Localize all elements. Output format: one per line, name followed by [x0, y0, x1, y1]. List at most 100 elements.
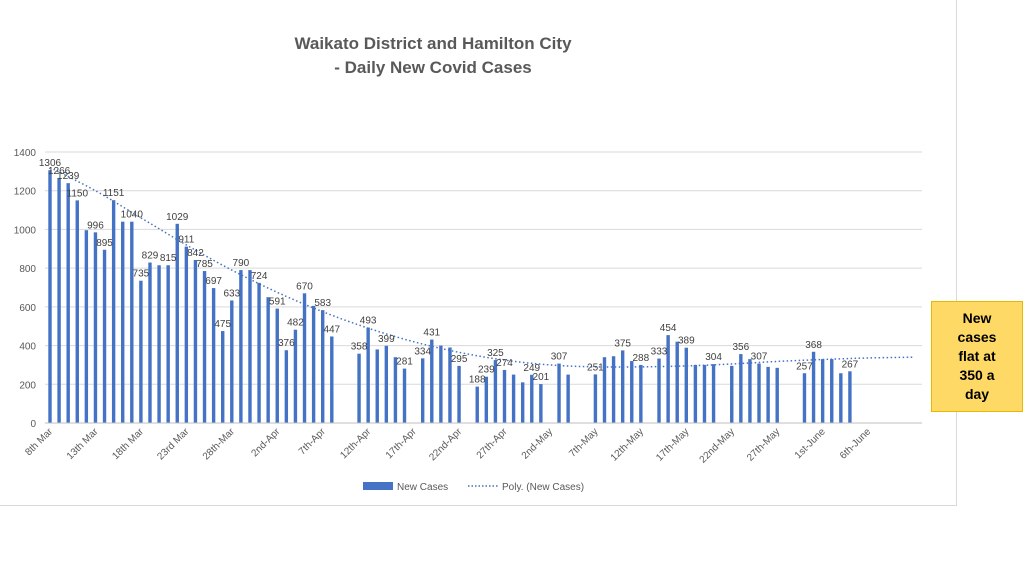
bar	[221, 331, 225, 423]
bar	[420, 358, 425, 423]
bar	[502, 369, 507, 423]
data-label: 493	[360, 316, 377, 327]
data-label: 697	[205, 276, 222, 287]
y-tick-label: 200	[19, 380, 36, 391]
data-label: 670	[296, 281, 313, 292]
x-tick-label: 1st-June	[793, 426, 828, 461]
x-tick-label: 2nd-Apr	[249, 426, 282, 459]
data-label: 1150	[67, 188, 89, 199]
bar	[730, 365, 734, 423]
x-tick-label: 28th-Mar	[201, 426, 238, 463]
bar	[748, 359, 752, 423]
callout-line: 350 a	[959, 367, 995, 383]
data-label: 358	[351, 342, 368, 353]
bar	[702, 364, 707, 423]
bar	[311, 305, 316, 423]
data-label: 583	[314, 298, 331, 309]
x-tick-label: 27th-Apr	[475, 426, 510, 461]
bar	[511, 374, 516, 423]
data-label: 304	[705, 352, 722, 363]
bar	[248, 270, 252, 423]
data-label: 325	[487, 348, 504, 359]
bar	[666, 335, 670, 423]
data-label: 1239	[57, 171, 80, 182]
x-tick-label: 2nd-May	[520, 426, 555, 461]
y-tick-label: 400	[19, 342, 36, 353]
bar	[393, 357, 398, 423]
bar	[275, 308, 279, 423]
y-tick-label: 1400	[14, 148, 37, 159]
bar	[84, 230, 89, 423]
data-label: 454	[660, 323, 677, 334]
x-tick-label: 13th Mar	[65, 426, 101, 462]
bar	[284, 350, 289, 423]
data-label: 475	[214, 319, 231, 330]
bar	[493, 360, 498, 423]
data-label: 356	[732, 342, 749, 353]
data-label: 288	[633, 353, 650, 364]
x-tick-label: 7th-Apr	[297, 426, 328, 457]
x-tick-label: 22nd-Apr	[427, 426, 464, 463]
bar	[75, 200, 79, 423]
x-tick-label: 27th-May	[745, 426, 782, 463]
bar	[675, 341, 679, 423]
data-label: 1029	[166, 212, 189, 223]
y-tick-label: 1000	[14, 225, 37, 236]
x-tick-label: 18th Mar	[110, 426, 146, 462]
bar	[48, 170, 52, 423]
data-label: 829	[142, 251, 159, 262]
data-label: 267	[842, 359, 859, 370]
data-label: 274	[496, 358, 513, 369]
bar	[802, 373, 807, 423]
bar	[820, 359, 825, 423]
data-label: 1151	[103, 188, 125, 199]
legend-bar-swatch	[363, 482, 393, 490]
legend-trendline-label: Poly. (New Cases)	[502, 482, 584, 493]
bar	[330, 336, 334, 423]
bar	[739, 354, 743, 423]
bar	[448, 347, 452, 423]
bar	[139, 280, 143, 423]
y-tick-label: 1200	[14, 187, 37, 198]
bar	[839, 373, 843, 423]
bar	[484, 376, 489, 423]
bar	[566, 374, 570, 423]
x-tick-label: 22nd-May	[698, 426, 737, 465]
callout-line: New	[962, 310, 992, 326]
bar	[775, 367, 779, 423]
x-tick-label: 17th-Apr	[384, 426, 419, 461]
data-label: 785	[196, 259, 213, 270]
y-tick-label: 800	[19, 264, 36, 275]
x-tick-label: 17th-May	[654, 426, 691, 463]
x-tick-label: 12th-Apr	[338, 426, 373, 461]
bar	[211, 288, 216, 423]
bar	[239, 270, 243, 423]
data-label: 1266	[48, 166, 71, 177]
data-label: 333	[651, 347, 668, 358]
data-label: 251	[587, 362, 604, 373]
data-label: 368	[805, 340, 822, 351]
bar	[321, 310, 325, 423]
y-tick-label: 0	[30, 419, 36, 430]
data-label: 389	[678, 336, 695, 347]
data-label: 911	[178, 235, 194, 246]
data-label: 307	[751, 352, 768, 363]
bar	[230, 300, 234, 423]
bar	[439, 345, 443, 423]
bar	[293, 329, 298, 423]
data-label: 842	[187, 248, 204, 259]
data-label: 307	[551, 352, 568, 363]
data-label: 996	[87, 220, 104, 231]
x-tick-label: 7th-May	[567, 426, 600, 459]
chart-title-line-2: - Daily New Covid Cases	[334, 58, 532, 77]
bar	[402, 368, 407, 423]
bar	[102, 249, 107, 423]
bar	[357, 353, 361, 423]
data-label: 633	[223, 288, 240, 299]
y-tick-label: 600	[19, 303, 36, 314]
bar	[457, 365, 461, 423]
bar	[475, 386, 479, 423]
callout-line: day	[964, 386, 990, 402]
data-label: 724	[251, 271, 268, 282]
